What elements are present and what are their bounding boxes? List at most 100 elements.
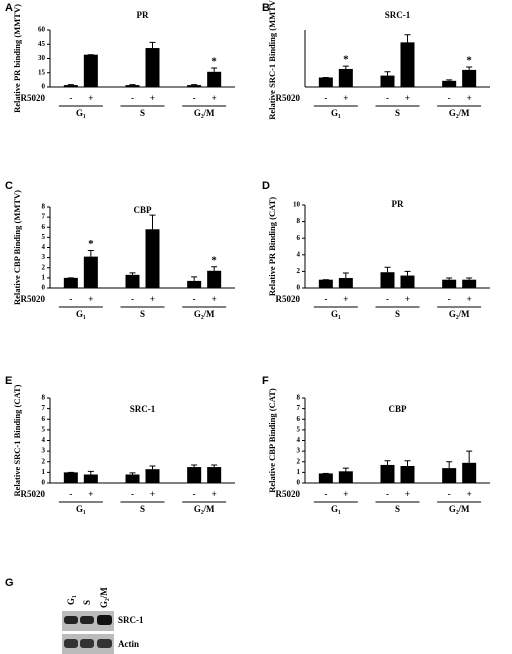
error-bar [404,270,411,276]
x-tick-label: + [212,93,217,103]
blot-band [80,639,94,648]
x-tick-label: - [131,489,134,499]
bar [462,279,477,288]
row-label: R5020 [276,93,301,103]
y-tick-label: 7 [297,404,301,412]
error-bar [149,465,156,470]
bar [442,468,457,483]
blot-band [97,615,112,625]
y-tick-label: 6 [297,234,301,242]
error-bar [404,460,411,466]
y-tick-label: 0 [297,284,301,292]
group-label: G₂/M [449,309,470,319]
group-label: S [395,108,400,118]
error-bar [342,65,349,69]
blot-band [97,639,112,648]
row-label: Actin [118,639,139,649]
row-label: R5020 [21,93,46,103]
bar [187,85,202,87]
panel-letter: E [5,375,12,387]
error-bar [384,71,391,76]
x-tick-label: - [448,93,451,103]
x-tick-label: + [150,93,155,103]
lane-label: G₁ [66,595,76,605]
error-bar [211,266,218,271]
y-tick-label: 2 [42,457,46,465]
group-label: S [140,108,145,118]
y-tick-label: 0 [42,284,46,292]
y-tick-label: 2 [297,267,301,275]
group-label: G₁ [331,504,341,514]
error-bar [342,467,349,472]
y-tick-label: 1 [42,468,46,476]
bar [400,42,415,87]
error-bar [129,472,136,475]
x-tick-label: - [131,93,134,103]
group-label: S [140,309,145,319]
y-axis-label: Relative SRC-1 Binding (MMTV) [267,0,277,120]
x-tick-label: - [324,294,327,304]
error-bar [384,460,391,465]
y-tick-label: 4 [42,243,46,251]
x-tick-label: + [343,294,348,304]
y-tick-label: 6 [42,415,46,423]
error-bar [342,272,349,279]
group-label: S [395,309,400,319]
x-tick-label: + [343,489,348,499]
bar [63,85,78,87]
x-tick-label: - [193,93,196,103]
x-tick-label: - [386,489,389,499]
bar [338,68,353,87]
chart-title: PR [392,199,404,209]
y-tick-label: 3 [297,447,301,455]
x-tick-label: + [467,489,472,499]
x-tick-label: + [150,294,155,304]
y-tick-label: 30 [38,54,46,62]
group-label: S [395,504,400,514]
error-bar [384,266,391,273]
x-tick-label: + [88,294,93,304]
panel-letter: B [262,2,270,14]
y-tick-label: 15 [38,68,46,76]
y-tick-label: 6 [42,223,46,231]
group-label: G₁ [76,309,86,319]
blot-band [64,639,78,648]
bar [318,279,333,288]
bar [462,462,477,483]
error-bar [191,464,198,468]
x-tick-label: - [448,294,451,304]
x-tick-label: + [467,93,472,103]
x-tick-label: + [405,294,410,304]
error-bar [211,464,218,468]
blot-band [80,616,94,624]
group-label: S [140,504,145,514]
error-bar [404,34,411,43]
y-tick-label: 4 [297,250,301,258]
x-tick-label: + [343,93,348,103]
x-tick-label: - [69,294,72,304]
y-tick-label: 10 [293,201,301,209]
panel-letter: F [262,375,269,387]
y-tick-label: 2 [297,457,301,465]
x-tick-label: - [131,294,134,304]
y-tick-label: 60 [38,26,46,34]
error-bar [446,461,453,469]
y-tick-label: 5 [42,425,46,433]
y-tick-label: 4 [297,436,301,444]
chart-title: SRC-1 [130,404,156,414]
bar [318,473,333,483]
y-tick-label: 0 [297,479,301,487]
panel-letter: G [5,577,14,589]
y-tick-label: 7 [42,404,46,412]
annotation: * [343,54,349,66]
x-tick-label: - [324,93,327,103]
error-bar [87,470,94,475]
y-tick-label: 8 [42,203,46,211]
y-tick-label: 4 [42,436,46,444]
bar [145,229,160,288]
x-tick-label: - [448,489,451,499]
row-label: R5020 [21,294,46,304]
y-tick-label: 0 [42,479,46,487]
bar [338,278,353,288]
x-tick-label: - [193,489,196,499]
